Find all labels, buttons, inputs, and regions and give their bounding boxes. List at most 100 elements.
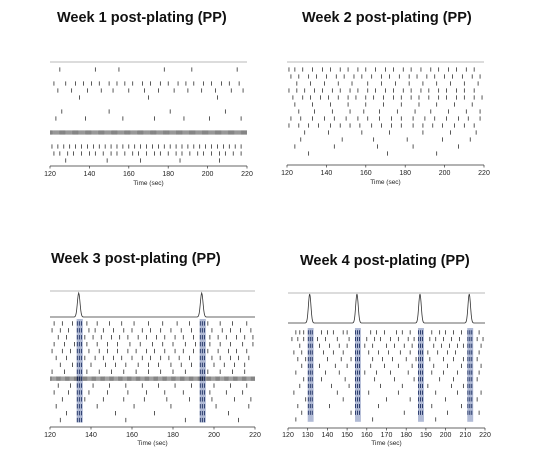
chart-title: Week 1 post-plating (PP) (57, 10, 227, 26)
spike-row (50, 130, 247, 135)
spike-row (304, 130, 477, 135)
raster-panel-week1: Week 1 post-plating (PP) 120 140 160 180 200… (0, 0, 270, 225)
x-tick-label: 220 (241, 171, 253, 178)
chart-title: Week 3 post-plating (PP) (51, 251, 221, 267)
spike-row (55, 355, 250, 361)
spike-row (305, 397, 478, 402)
spike-row (293, 350, 480, 355)
x-tick-label: 130 (302, 432, 314, 439)
spike-row (53, 81, 240, 86)
chart-title: Week 2 post-plating (PP) (302, 10, 472, 26)
x-axis-label: Time (sec) (370, 179, 400, 186)
x-tick-label: 160 (361, 432, 373, 439)
spike-row (65, 158, 220, 163)
x-tick-label: 140 (85, 432, 97, 439)
raster-panel-week2: Week 2 post-plating (PP) 120 140 160 180 200… (270, 0, 540, 225)
x-tick-label: 160 (123, 171, 135, 178)
spike-row (51, 369, 246, 374)
spike-row (294, 144, 459, 149)
x-tick-label: 140 (84, 171, 96, 178)
spike-row (290, 116, 481, 121)
spike-row (59, 362, 246, 368)
spike-row (53, 390, 244, 395)
spike-row (301, 363, 482, 368)
x-tick-label: 180 (162, 171, 174, 178)
raster-plot: 120 130 140 150 160 170 180 190 200 210 220 Time (s… (282, 292, 491, 447)
x-tick-label: 180 (399, 170, 411, 177)
spike-row (53, 341, 254, 347)
spike-row (293, 390, 482, 395)
spike-row (55, 404, 250, 409)
x-tick-label: 200 (439, 170, 451, 177)
spike-row (295, 417, 437, 422)
spike-row (300, 137, 471, 142)
x-tick-label: 160 (126, 432, 138, 439)
raster-plot: 120 140 160 180 200 220 Time (sec) (281, 61, 490, 186)
spike-row (303, 377, 478, 382)
x-axis-label: Time (sec) (371, 440, 401, 447)
x-tick-label: 120 (281, 170, 293, 177)
x-tick-label: 170 (381, 432, 393, 439)
spike-row (294, 102, 473, 107)
spike-row (61, 397, 252, 402)
spike-row (57, 335, 254, 340)
x-tick-label: 210 (459, 432, 471, 439)
raster-panel-week4: Week 4 post-plating (PP) 120 130 140 150 160… (270, 225, 540, 450)
spike-row (292, 95, 483, 100)
burst-band (354, 328, 361, 422)
burst-band (199, 319, 206, 423)
spike-row (288, 88, 475, 93)
spike-row (53, 321, 248, 326)
spike-row (301, 410, 480, 415)
spike-row (297, 357, 478, 362)
x-tick-label: 150 (341, 432, 353, 439)
spike-row (51, 328, 252, 333)
burst-band (307, 328, 314, 422)
x-tick-label: 180 (400, 432, 412, 439)
raster-panel-week3: Week 3 post-plating (PP) 120 140 160 180 200… (0, 225, 270, 450)
raster-plot: 120 140 160 180 200 220 Time (sec) (44, 61, 253, 187)
spike-row (290, 74, 481, 79)
spike-row (66, 410, 229, 416)
spike-row (51, 144, 242, 149)
spike-row (295, 330, 480, 335)
population-trace (50, 291, 255, 318)
x-tick-label: 120 (44, 171, 56, 178)
x-axis-label: Time (sec) (137, 440, 167, 447)
spike-row (59, 417, 239, 423)
x-tick-label: 220 (478, 170, 490, 177)
x-tick-label: 220 (249, 432, 261, 439)
x-tick-label: 220 (479, 432, 491, 439)
spike-row (299, 343, 482, 348)
spike-row (291, 336, 484, 342)
x-tick-label: 140 (322, 432, 334, 439)
x-tick-label: 160 (360, 170, 372, 177)
spike-row (297, 403, 473, 409)
x-tick-label: 140 (321, 170, 333, 177)
spike-row (295, 370, 480, 375)
spike-row (288, 67, 475, 72)
x-tick-label: 120 (44, 432, 56, 439)
x-tick-label: 200 (202, 171, 214, 178)
spike-row (57, 383, 248, 388)
chart-title: Week 4 post-plating (PP) (300, 253, 470, 269)
spike-row (79, 95, 218, 100)
spike-row (53, 151, 242, 156)
spike-row (51, 348, 248, 354)
spike-row (288, 123, 475, 128)
x-tick-label: 190 (420, 432, 432, 439)
spike-row (50, 376, 255, 381)
x-tick-label: 120 (282, 432, 294, 439)
x-tick-label: 200 (208, 432, 220, 439)
raster-plot: 120 140 160 180 200 220 Time (sec) (44, 290, 261, 447)
spike-row (299, 383, 473, 389)
spike-row (59, 67, 238, 72)
x-tick-label: 180 (167, 432, 179, 439)
population-trace (288, 293, 485, 324)
burst-band (467, 328, 474, 422)
spike-row (298, 109, 481, 114)
spike-row (55, 116, 242, 121)
spike-row (296, 81, 479, 86)
burst-band (418, 328, 424, 422)
spike-row (57, 88, 244, 93)
